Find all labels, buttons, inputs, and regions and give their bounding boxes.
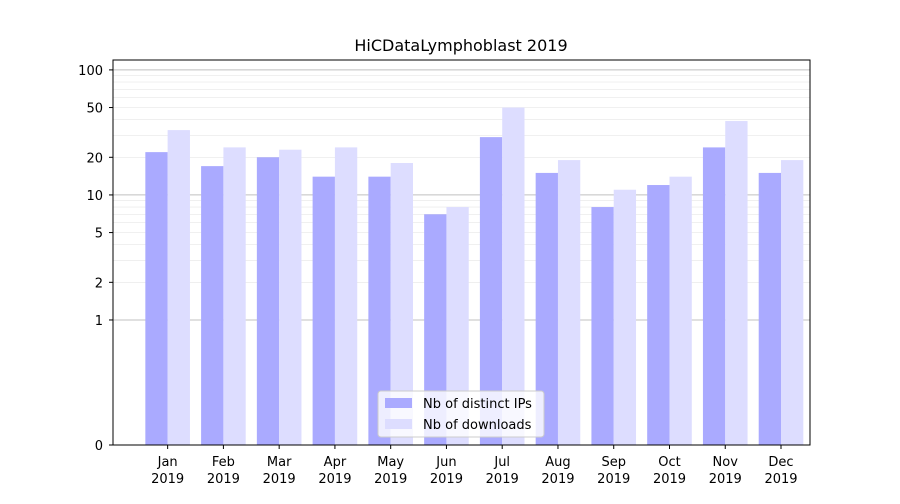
x-tick-label: Mar 2019 xyxy=(263,455,296,487)
bar-downloads xyxy=(446,207,469,445)
y-tick-label: 0 xyxy=(95,439,103,454)
x-tick-label: Jul 2019 xyxy=(486,455,519,487)
bar-downloads xyxy=(725,121,748,446)
bar-distinct-ips xyxy=(145,152,168,445)
y-axis: 0 1 2 5 10 20 50 100 xyxy=(78,64,113,454)
bar-downloads xyxy=(167,130,190,445)
y-tick-label: 2 xyxy=(95,276,103,291)
legend-label: Nb of distinct IPs xyxy=(423,397,532,412)
x-tick-label: Oct 2019 xyxy=(653,455,686,487)
bar-downloads xyxy=(223,147,246,446)
x-tick-label: Nov 2019 xyxy=(709,455,742,487)
bar-distinct-ips xyxy=(424,214,447,445)
x-tick-label: Feb 2019 xyxy=(207,455,240,487)
bar-distinct-ips xyxy=(368,176,391,445)
chart-title: HiCDataLymphoblast 2019 xyxy=(354,36,567,55)
x-axis: Jan 2019 Feb 2019 Mar 2019 Apr 2019 May 2019 Jun 20… xyxy=(151,445,798,487)
x-tick-label: Dec 2019 xyxy=(764,455,797,487)
bar-distinct-ips xyxy=(702,147,726,446)
plot-area-frame xyxy=(112,59,811,446)
legend-swatch xyxy=(385,398,412,408)
x-tick-label: Aug 2019 xyxy=(541,455,574,487)
y-tick-label: 20 xyxy=(86,151,103,166)
bar-distinct-ips xyxy=(201,166,224,445)
legend-box xyxy=(377,390,545,438)
y-tick-label: 5 xyxy=(95,227,103,242)
legend: Nb of distinct IPs Nb of downloads xyxy=(377,390,545,438)
bars xyxy=(145,107,804,446)
y-tick-label: 100 xyxy=(78,64,103,79)
x-tick-label: Jun 2019 xyxy=(430,455,463,487)
legend-swatch xyxy=(385,419,412,429)
x-tick-label: Sep 2019 xyxy=(597,455,630,487)
y-tick-label: 50 xyxy=(86,102,103,117)
bar-downloads xyxy=(502,107,525,446)
bar-distinct-ips xyxy=(535,172,558,445)
bar-downloads xyxy=(334,147,358,446)
bar-distinct-ips xyxy=(591,207,614,445)
bar-distinct-ips xyxy=(312,176,335,445)
bar-downloads xyxy=(781,160,804,445)
bar-distinct-ips xyxy=(256,157,280,445)
bar-downloads xyxy=(557,160,581,445)
bar-distinct-ips xyxy=(758,172,782,445)
bar-downloads xyxy=(279,149,302,446)
y-tick-label: 1 xyxy=(95,314,103,329)
x-tick-label: Jan 2019 xyxy=(151,455,184,487)
bar-distinct-ips xyxy=(479,137,503,445)
x-tick-label: Apr 2019 xyxy=(318,455,351,487)
bar-downloads xyxy=(669,176,692,445)
bar-downloads xyxy=(390,163,413,445)
y-tick-label: 10 xyxy=(86,189,103,204)
bar-distinct-ips xyxy=(647,185,670,445)
legend-label: Nb of downloads xyxy=(423,418,532,433)
bar-downloads xyxy=(613,189,637,445)
x-tick-label: May 2019 xyxy=(374,455,407,487)
